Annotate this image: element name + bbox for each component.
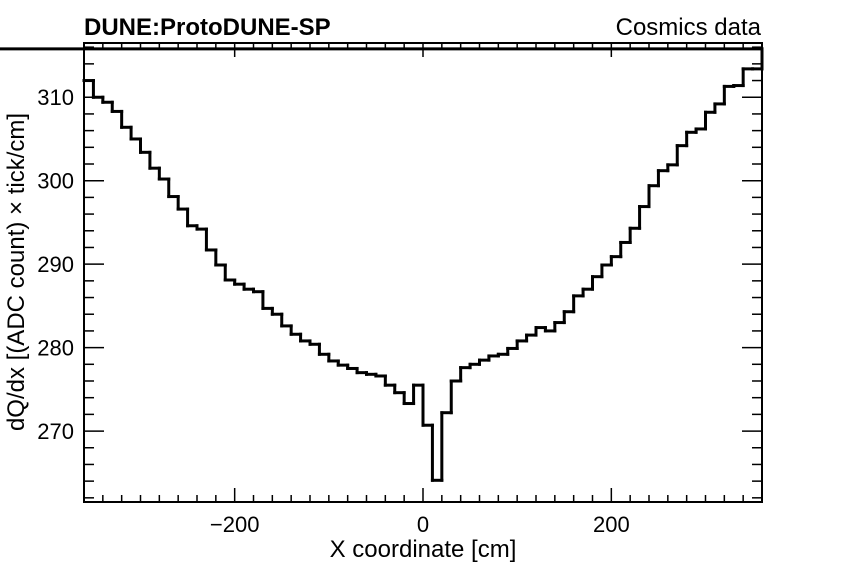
- y-tick-label: 280: [37, 336, 74, 361]
- y-tick-label: 300: [37, 169, 74, 194]
- x-tick-label: 200: [593, 512, 630, 537]
- y-tick-label: 270: [37, 419, 74, 444]
- plot-frame: [83, 42, 763, 503]
- y-tick-label: 310: [37, 85, 74, 110]
- y-axis-label: dQ/dx [(ADC count) × tick/cm]: [3, 113, 30, 431]
- y-tick-label: 290: [37, 252, 74, 277]
- histogram-series: [0, 47, 764, 482]
- plot-axes: −200 0 200 270 280 290 300 310: [37, 43, 762, 537]
- dataset-label: Cosmics data: [616, 14, 762, 41]
- x-axis-label: X coordinate [cm]: [330, 536, 517, 563]
- experiment-label: DUNE:ProtoDUNE-SP: [84, 14, 331, 41]
- x-tick-label: −200: [210, 512, 260, 537]
- x-tick-label: 0: [417, 512, 429, 537]
